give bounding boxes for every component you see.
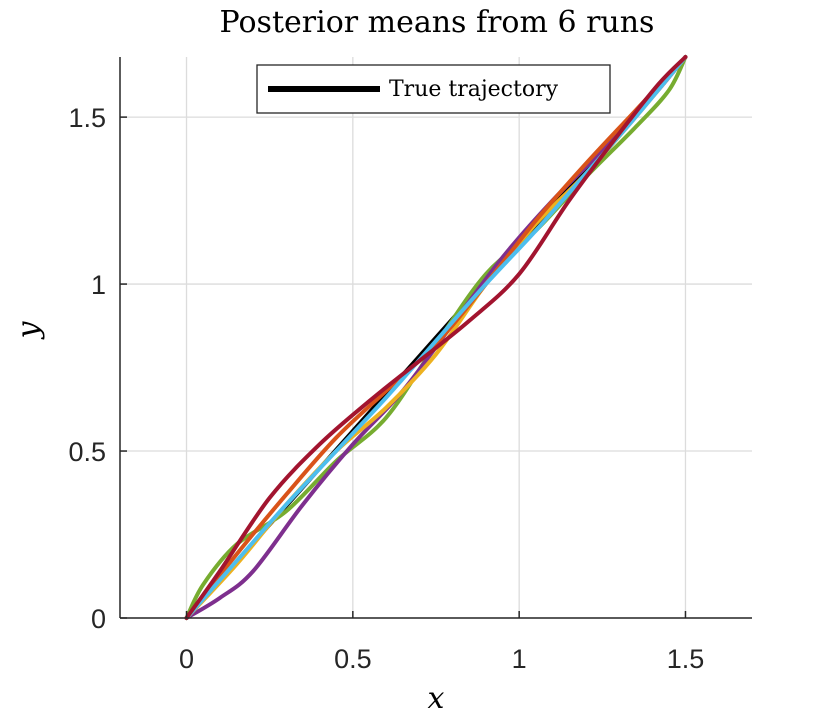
legend-entry-true-trajectory: True trajectory xyxy=(389,77,559,102)
x-axis-label: x xyxy=(428,681,445,716)
y-tick-label: 0 xyxy=(91,604,106,634)
axes xyxy=(119,57,752,619)
y-tick-label: 1.5 xyxy=(68,103,106,133)
x-tick-label: 1.5 xyxy=(667,644,705,674)
posterior-mean-line-6 xyxy=(184,55,688,620)
series-lines xyxy=(184,55,688,620)
x-tick-label: 1 xyxy=(512,644,527,674)
y-tick-label: 0.5 xyxy=(68,437,106,467)
x-tick-label: 0 xyxy=(179,644,194,674)
legend: True trajectory xyxy=(256,64,611,114)
posterior-mean-line-2 xyxy=(184,55,688,620)
chart-title: Posterior means from 6 runs xyxy=(220,5,655,40)
legend-box xyxy=(256,64,611,114)
tick-labels: 0 0.5 1 1.5 0 0.5 1 1.5 xyxy=(68,103,704,674)
posterior-mean-line-4 xyxy=(184,55,688,620)
y-axis-label: y xyxy=(11,320,46,340)
y-tick-label: 1 xyxy=(91,270,106,300)
x-tick-label: 0.5 xyxy=(334,644,372,674)
